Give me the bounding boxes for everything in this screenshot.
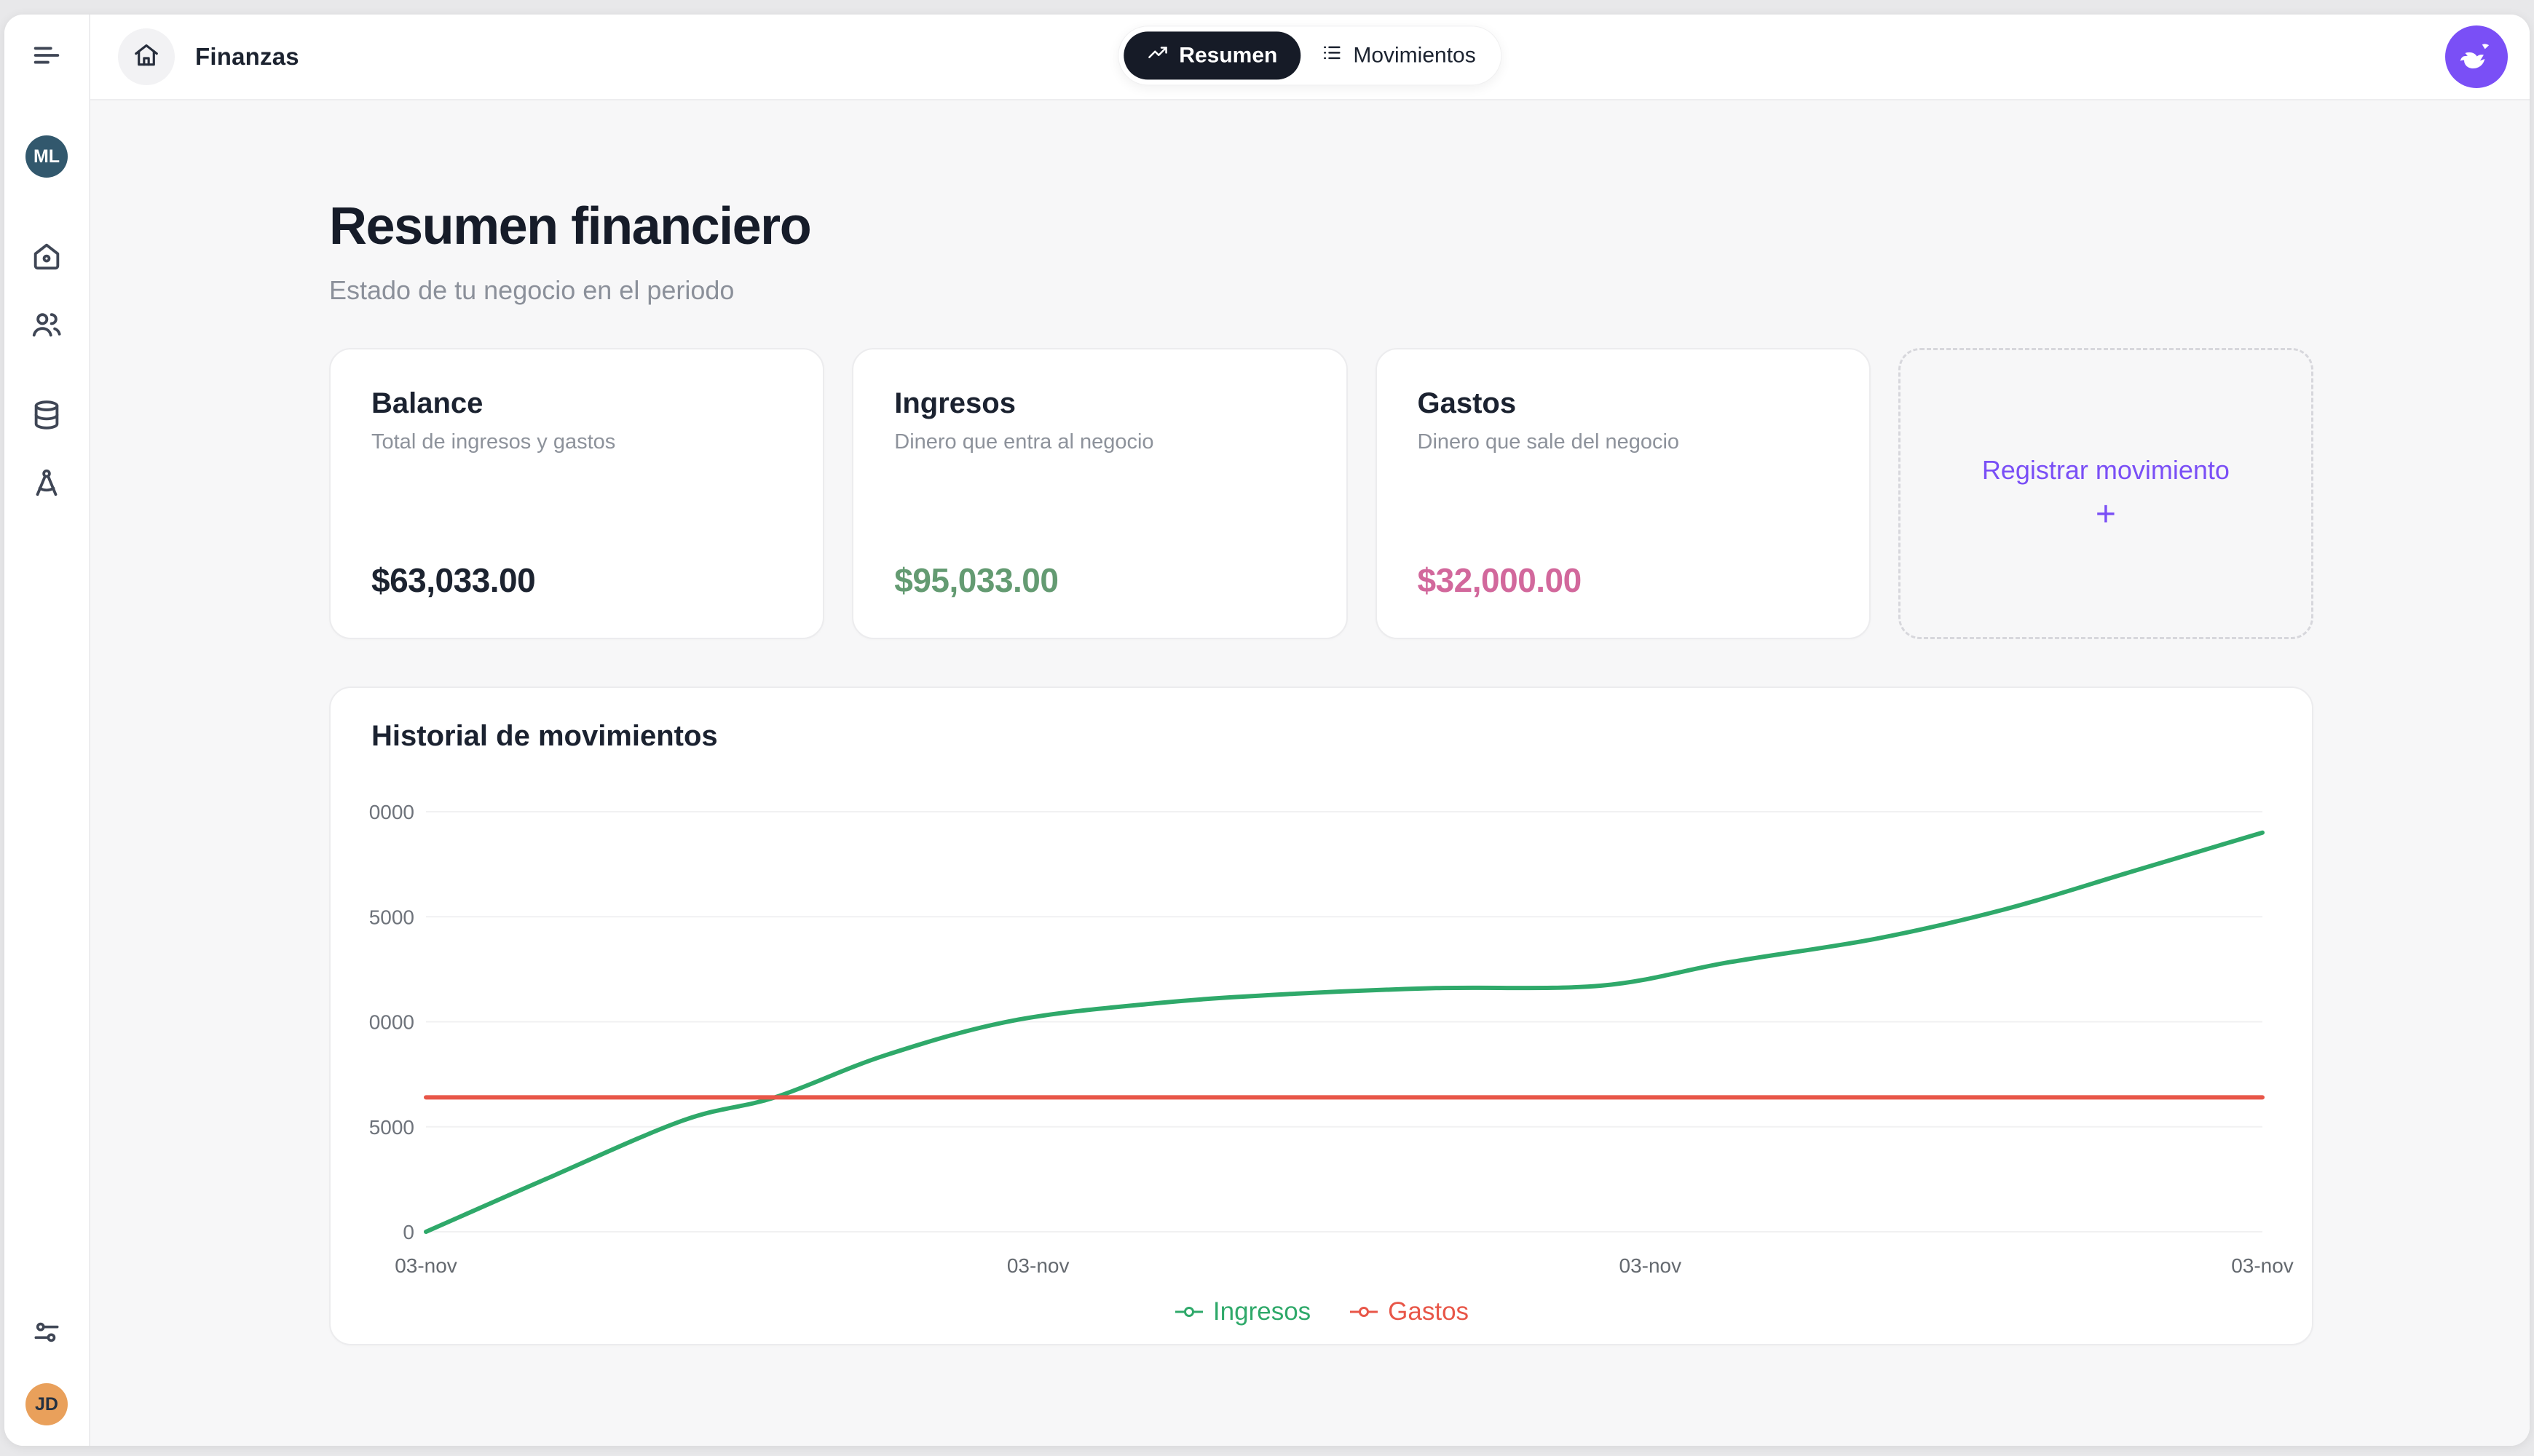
users-icon xyxy=(30,308,63,345)
summary-cards-row: Balance Total de ingresos y gastos $63,0… xyxy=(329,348,2313,639)
gastos-card-description: Dinero que sale del negocio xyxy=(1417,430,1680,454)
svg-text:0: 0 xyxy=(403,1221,414,1243)
legend-line-marker-icon xyxy=(1350,1307,1378,1317)
workspace-avatar-initials: ML xyxy=(33,146,60,167)
database-icon xyxy=(30,398,63,435)
home-button[interactable] xyxy=(118,28,175,85)
movements-chart-card: Historial de movimientos 0 5000 0000 5000 00… xyxy=(329,687,2313,1345)
whale-icon xyxy=(2458,36,2495,78)
app-window: ML xyxy=(4,15,2530,1446)
hamburger-icon xyxy=(30,39,63,76)
legend-item-gastos[interactable]: Gastos xyxy=(1349,1297,1469,1326)
workspace-avatar[interactable]: ML xyxy=(25,135,68,178)
legend-item-ingresos[interactable]: Ingresos xyxy=(1174,1297,1311,1326)
sidebar-item-database[interactable] xyxy=(29,399,64,434)
user-avatar-initials: JD xyxy=(35,1393,58,1415)
assistant-button[interactable] xyxy=(2445,25,2508,88)
drafting-compass-icon xyxy=(30,467,63,504)
sliders-icon xyxy=(31,1316,63,1352)
svg-text:03-nov: 03-nov xyxy=(1007,1254,1070,1277)
sidebar-item-home[interactable] xyxy=(29,240,64,275)
trending-up-icon xyxy=(1147,41,1169,69)
sidebar-item-users[interactable] xyxy=(29,309,64,344)
gastos-card-value: $32,000.00 xyxy=(1417,561,1582,599)
tab-movimientos[interactable]: Movimientos xyxy=(1300,31,1496,79)
gastos-card: Gastos Dinero que sale del negocio $32,0… xyxy=(1375,348,1871,639)
balance-card-description: Total de ingresos y gastos xyxy=(371,430,616,454)
view-tabs: Resumen Movimientos xyxy=(1118,25,1502,86)
balance-card: Balance Total de ingresos y gastos $63,0… xyxy=(329,348,825,639)
ingresos-card: Ingresos Dinero que entra al negocio $95… xyxy=(852,348,1348,639)
svg-text:03-nov: 03-nov xyxy=(2231,1254,2294,1277)
svg-text:5000: 5000 xyxy=(369,906,414,928)
sidebar: ML xyxy=(4,15,90,1446)
gastos-card-title: Gastos xyxy=(1417,387,1517,419)
sidebar-item-tools[interactable] xyxy=(29,467,64,502)
page-title: Resumen financiero xyxy=(329,197,812,256)
chart-title: Historial de movimientos xyxy=(371,720,718,752)
list-icon xyxy=(1321,41,1343,69)
chart-legend: Ingresos Gastos xyxy=(331,1297,2312,1326)
svg-text:5000: 5000 xyxy=(369,1116,414,1139)
topbar: Finanzas Resumen Movimientos xyxy=(90,15,2530,100)
user-avatar[interactable]: JD xyxy=(25,1383,68,1425)
page-breadcrumb-title: Finanzas xyxy=(195,43,299,70)
register-movement-button[interactable]: Registrar movimiento + xyxy=(1898,348,2313,639)
register-movement-label: Registrar movimiento xyxy=(1981,455,2230,485)
ingresos-card-title: Ingresos xyxy=(894,387,1016,419)
menu-button[interactable] xyxy=(29,39,64,74)
tab-movimientos-label: Movimientos xyxy=(1353,43,1476,68)
tab-resumen[interactable]: Resumen xyxy=(1124,31,1301,80)
main-column: Finanzas Resumen Movimientos xyxy=(90,15,2530,1446)
ingresos-card-value: $95,033.00 xyxy=(894,561,1059,599)
legend-label-gastos: Gastos xyxy=(1388,1297,1469,1326)
plus-icon: + xyxy=(2095,495,2116,534)
svg-text:0000: 0000 xyxy=(369,1011,414,1034)
sidebar-item-settings[interactable] xyxy=(29,1316,64,1351)
movements-line-chart[interactable]: 0 5000 0000 5000 0000 03-nov 03-nov 03-nov 03-no… xyxy=(331,788,2312,1297)
balance-card-title: Balance xyxy=(371,387,483,419)
house-icon xyxy=(133,41,160,73)
page-subtitle: Estado de tu negocio en el periodo xyxy=(329,275,735,305)
svg-text:03-nov: 03-nov xyxy=(395,1254,457,1277)
legend-label-ingresos: Ingresos xyxy=(1212,1297,1311,1326)
svg-text:03-nov: 03-nov xyxy=(1619,1254,1682,1277)
sidebar-nav xyxy=(29,178,64,502)
ingresos-card-description: Dinero que entra al negocio xyxy=(894,430,1154,454)
tab-resumen-label: Resumen xyxy=(1179,43,1278,68)
balance-card-value: $63,033.00 xyxy=(371,561,536,599)
main-content: Resumen financiero Estado de tu negocio … xyxy=(90,100,2530,1446)
svg-text:0000: 0000 xyxy=(369,801,414,823)
legend-line-marker-icon xyxy=(1175,1307,1203,1317)
home-icon xyxy=(30,240,63,277)
